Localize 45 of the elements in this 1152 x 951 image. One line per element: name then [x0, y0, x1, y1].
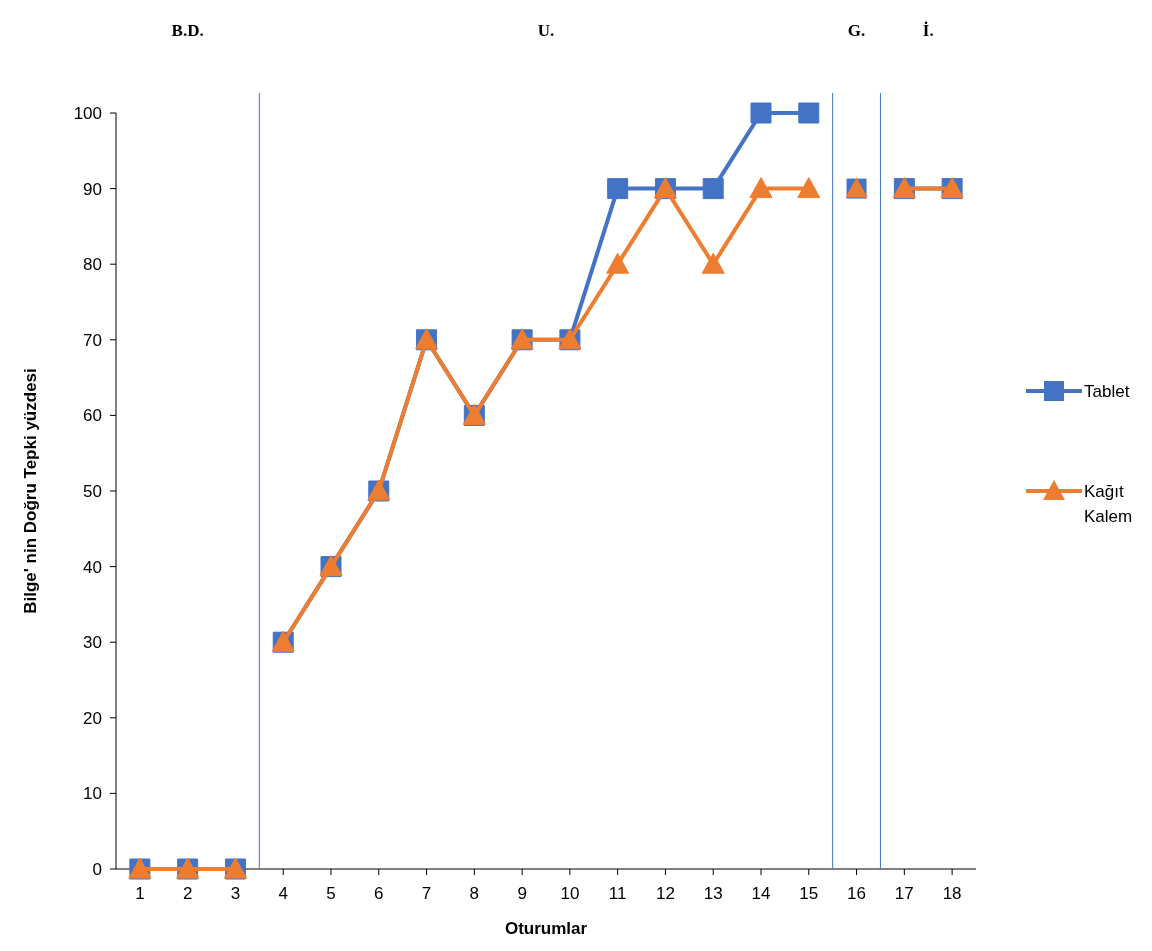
point — [702, 178, 724, 200]
x-tick-label: 2 — [182, 884, 193, 903]
x-tick-label: 1 — [135, 884, 145, 903]
point — [750, 102, 772, 124]
x-tick-label: 18 — [942, 884, 962, 903]
y-tick-label: 90 — [83, 179, 102, 199]
x-tick-label: 11 — [608, 884, 627, 903]
y-axis-title: Bilge' nin Doğru Tepki yüzdesi — [21, 368, 40, 614]
point — [606, 252, 630, 274]
text: U. — [537, 21, 555, 40]
y-tick-label: 40 — [83, 557, 102, 577]
text: G. — [847, 21, 866, 40]
x-tick-label: 12 — [655, 884, 675, 903]
point — [701, 252, 725, 274]
x-tick-label: 17 — [894, 884, 914, 903]
point — [798, 102, 820, 124]
x-tick-label: 5 — [326, 884, 336, 903]
point — [797, 177, 821, 199]
y-tick-label: 30 — [83, 633, 102, 653]
y-tick-label: 0 — [92, 859, 102, 879]
x-tick-label: 9 — [517, 884, 527, 903]
y-tick-label: 50 — [83, 481, 102, 501]
legend-label: Kağıt Kalem — [1084, 481, 1133, 527]
x-axis-title: Oturumlar — [504, 919, 588, 938]
point — [749, 177, 773, 199]
text: İ. — [922, 21, 934, 40]
y-tick-label: 100 — [73, 103, 102, 123]
y-tick-label: 10 — [83, 784, 102, 804]
x-tick-label: 3 — [230, 884, 241, 903]
x-tick-label: 8 — [469, 884, 480, 903]
y-tick-label: 70 — [83, 330, 102, 350]
point — [607, 178, 629, 200]
y-tick-label: 20 — [83, 708, 102, 728]
x-tick-label: 7 — [421, 884, 432, 903]
x-tick-label: 15 — [799, 884, 819, 903]
legend-label: Tablet — [1084, 381, 1130, 401]
y-tick-label: 80 — [83, 255, 102, 275]
x-tick-label: 13 — [703, 884, 723, 903]
x-tick-label: 4 — [278, 884, 288, 903]
y-tick-label: 60 — [83, 406, 102, 426]
x-tick-label: 14 — [751, 884, 771, 903]
x-tick-label: 16 — [847, 884, 867, 903]
x-tick-label: 6 — [374, 884, 384, 903]
x-tick-label: 10 — [560, 884, 580, 903]
text: B.D. — [171, 21, 204, 40]
